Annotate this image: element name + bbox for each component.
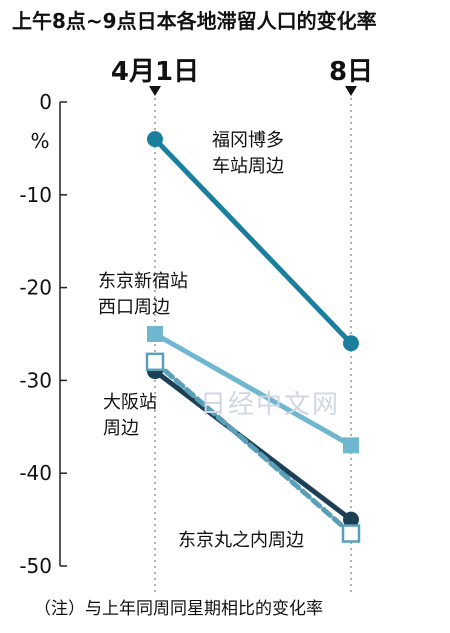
x-category-marker xyxy=(345,86,357,96)
watermark-text: 日经中文网 xyxy=(200,390,340,420)
data-point xyxy=(343,335,359,352)
series-label: 福冈博多 xyxy=(212,130,284,151)
series-label: 周边 xyxy=(103,418,139,439)
y-tick-label: -20 xyxy=(19,276,52,300)
y-tick-label: -30 xyxy=(19,368,52,392)
series-label: 大阪站 xyxy=(103,392,157,413)
x-tick-label: 8日 xyxy=(329,57,373,87)
y-axis-unit: % xyxy=(30,129,49,153)
series-line xyxy=(152,331,354,448)
data-point xyxy=(145,352,165,372)
x-category-marker xyxy=(149,86,161,96)
y-tick-label: -50 xyxy=(19,554,52,578)
chart-footnote: （注）与上年同周同星期相比的变化率 xyxy=(34,599,323,619)
y-tick-label: 0 xyxy=(39,90,52,114)
x-tick-label: 4月1日 xyxy=(111,57,199,87)
data-point xyxy=(147,131,163,148)
data-point xyxy=(147,326,163,342)
series-line xyxy=(152,136,354,346)
data-point xyxy=(343,437,359,454)
y-tick-label: -10 xyxy=(19,183,52,207)
series-label: 东京丸之内周边 xyxy=(178,530,304,551)
series-label: 车站周边 xyxy=(212,156,284,177)
series-label: 西口周边 xyxy=(98,297,170,318)
chart-title: 上午8点~9点日本各地滞留人口的变化率 xyxy=(12,9,377,33)
series-line xyxy=(152,359,354,537)
data-point xyxy=(343,511,359,528)
data-point xyxy=(341,524,361,543)
series-label: 东京新宿站 xyxy=(98,271,188,292)
y-tick-label: -40 xyxy=(19,461,52,485)
